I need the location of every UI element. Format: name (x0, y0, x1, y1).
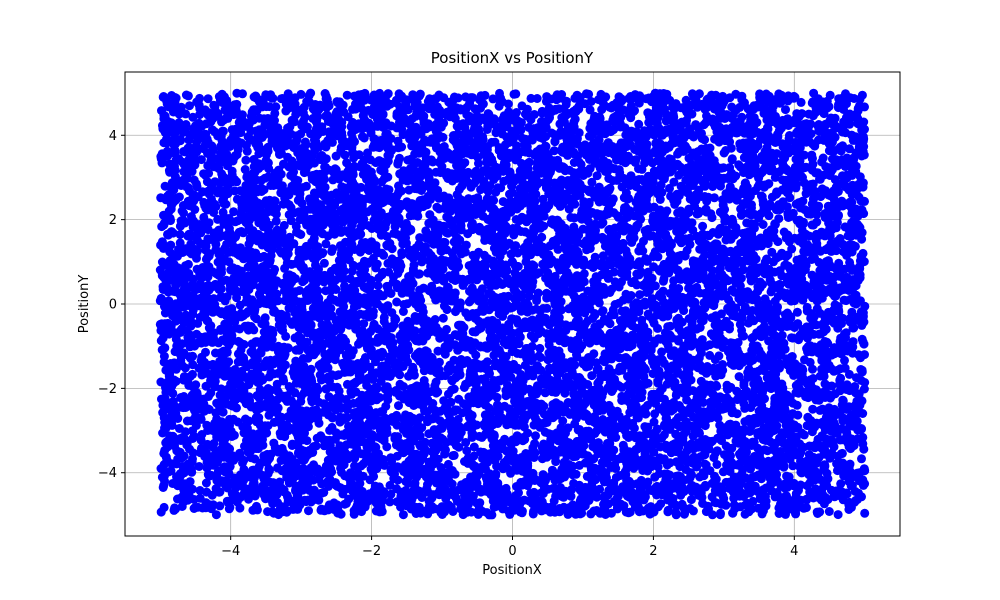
scatter-point (752, 296, 762, 305)
scatter-point (813, 509, 823, 518)
scatter-point (566, 213, 576, 222)
scatter-point (201, 478, 211, 488)
scatter-point (398, 510, 408, 520)
scatter-point (319, 258, 329, 268)
scatter-point (434, 204, 444, 214)
scatter-point (665, 183, 674, 193)
scatter-point (469, 451, 479, 461)
scatter-point (781, 105, 790, 115)
scatter-point (607, 387, 617, 396)
scatter-point (395, 379, 405, 389)
data-points (155, 88, 870, 520)
scatter-point (218, 196, 228, 206)
scatter-point (860, 508, 870, 518)
scatter-point (703, 506, 713, 516)
scatter-point (476, 185, 486, 195)
scatter-point (448, 451, 458, 461)
scatter-point (857, 90, 867, 100)
scatter-point (201, 347, 210, 357)
scatter-point (621, 507, 631, 517)
scatter-point (535, 343, 545, 353)
scatter-point (532, 94, 542, 103)
scatter-point (331, 151, 341, 161)
scatter-point (833, 323, 843, 333)
scatter-point (321, 239, 331, 249)
scatter-point (342, 90, 352, 100)
scatter-point (363, 148, 372, 158)
scatter-point (550, 271, 560, 281)
scatter-point (833, 510, 843, 520)
scatter-point (836, 479, 846, 489)
scatter-point (634, 98, 644, 108)
scatter-point (394, 401, 403, 411)
scatter-point (303, 345, 313, 355)
scatter-point (542, 92, 552, 102)
scatter-point (168, 388, 178, 398)
scatter-point (809, 88, 819, 98)
scatter-point (836, 373, 846, 383)
scatter-point (531, 431, 540, 441)
scatter-point (185, 477, 195, 487)
scatter-point (269, 417, 279, 427)
scatter-point (304, 506, 313, 516)
scatter-point (175, 230, 185, 239)
scatter-point (808, 404, 818, 414)
scatter-point (670, 199, 680, 209)
chart-title: PositionX vs PositionY (431, 49, 594, 67)
scatter-point (710, 312, 720, 322)
scatter-point (425, 210, 435, 220)
scatter-point (718, 360, 728, 369)
scatter-point (727, 408, 737, 418)
scatter-point (393, 157, 403, 167)
scatter-point (175, 238, 185, 248)
scatter-point (498, 197, 508, 207)
scatter-point (359, 133, 369, 143)
scatter-point (223, 161, 232, 171)
scatter-point (569, 478, 579, 488)
scatter-point (488, 94, 498, 104)
scatter-point (156, 507, 166, 517)
scatter-point (808, 364, 817, 374)
scatter-point (301, 181, 311, 191)
scatter-point (289, 143, 299, 153)
scatter-point (438, 313, 448, 323)
scatter-point (327, 246, 337, 256)
scatter-point (859, 150, 869, 160)
scatter-point (698, 221, 708, 231)
